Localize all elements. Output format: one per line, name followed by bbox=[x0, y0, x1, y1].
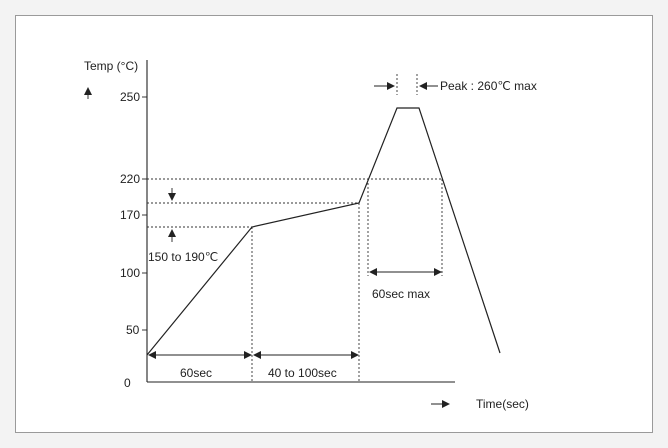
y-tick-250: 250 bbox=[120, 90, 140, 104]
range-label: 150 to 190℃ bbox=[148, 250, 218, 264]
chart-panel bbox=[15, 15, 653, 433]
seg1-label: 60sec bbox=[180, 366, 212, 380]
y-tick-50: 50 bbox=[126, 323, 140, 337]
y-tick-100: 100 bbox=[120, 266, 140, 280]
y-axis-label: Temp (°C) bbox=[84, 59, 138, 73]
above220-label: 60sec max bbox=[372, 287, 430, 301]
y-tick-0: 0 bbox=[124, 376, 131, 390]
seg2-label: 40 to 100sec bbox=[268, 366, 337, 380]
peak-label: Peak : 260℃ max bbox=[440, 79, 537, 93]
y-tick-220: 220 bbox=[120, 172, 140, 186]
x-axis-label: Time(sec) bbox=[476, 397, 529, 411]
reflow-profile-line bbox=[146, 107, 501, 356]
y-tick-170: 170 bbox=[120, 208, 140, 222]
